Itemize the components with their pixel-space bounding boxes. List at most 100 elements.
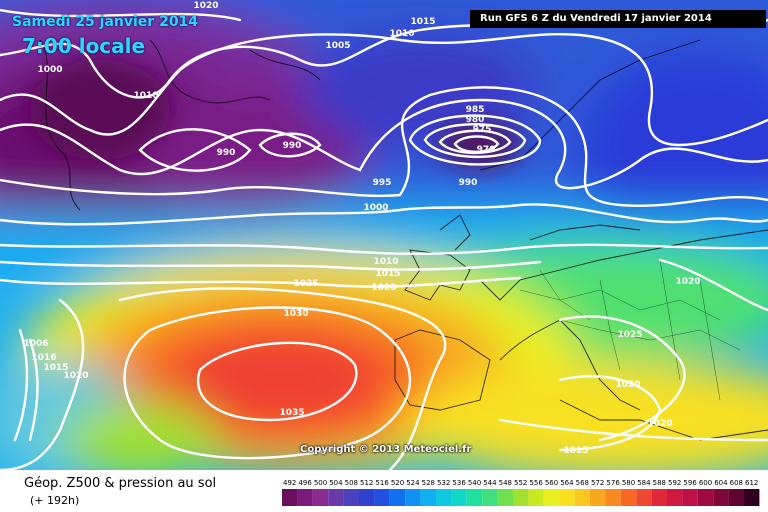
scale-tick-label: 592 xyxy=(668,479,681,487)
copyright-text: Copyright © 2013 Meteociel.fr xyxy=(300,444,472,455)
isobar-label: 1035 xyxy=(279,408,304,418)
scale-tick-label: 576 xyxy=(606,479,620,487)
scale-tick-label: 588 xyxy=(653,479,666,487)
scale-swatch xyxy=(528,489,544,506)
scale-swatch xyxy=(436,489,452,506)
scale-tick-label: 548 xyxy=(499,479,512,487)
isobar-label: 970 xyxy=(477,145,496,155)
scale-swatch xyxy=(420,489,436,506)
forecast-date: Samedi 25 janvier 2014 xyxy=(12,14,199,30)
scale-swatch xyxy=(482,489,498,506)
scale-tick-label: 512 xyxy=(360,479,373,487)
scale-swatch xyxy=(620,489,637,506)
scale-swatch xyxy=(574,489,590,506)
scale-tick-label: 608 xyxy=(730,479,743,487)
scale-swatch xyxy=(605,489,621,506)
weather-map-canvas: 1020 1015 1010 1005 1000 1010 990 990 98… xyxy=(0,0,768,470)
scale-swatch xyxy=(466,489,483,506)
scale-tick-label: 528 xyxy=(422,479,435,487)
isobar-label: 1010 xyxy=(133,91,158,101)
scale-swatch xyxy=(312,489,329,506)
isobar-label: 1006 xyxy=(23,339,48,349)
isobar-label: 995 xyxy=(373,178,392,188)
scale-tick-label: 508 xyxy=(345,479,358,487)
forecast-time: 7:00 locale xyxy=(22,34,146,58)
scale-swatch xyxy=(697,489,714,506)
scale-swatch xyxy=(451,489,467,506)
scale-tick-label: 612 xyxy=(745,479,758,487)
scale-swatch xyxy=(744,489,760,506)
scale-swatch xyxy=(682,489,698,506)
isobar-label: 1020 xyxy=(647,419,672,429)
scale-tick-label: 556 xyxy=(529,479,543,487)
scale-swatch xyxy=(513,489,529,506)
scale-swatch xyxy=(636,489,652,506)
isobar-label: 1016 xyxy=(31,353,56,363)
isobar-label: 1025 xyxy=(617,330,642,340)
scale-tick-label: 600 xyxy=(699,479,712,487)
isobar-label: 1020 xyxy=(675,277,700,287)
isobar-label: 980 xyxy=(466,115,485,125)
isobar-label: 1010 xyxy=(389,29,414,39)
isobar-label: 1030 xyxy=(283,309,308,319)
legend-subtitle: (+ 192h) xyxy=(30,494,80,507)
isobar-label: 1015 xyxy=(563,446,588,456)
scale-tick-label: 564 xyxy=(560,479,574,487)
scale-tick-label: 492 xyxy=(283,479,296,487)
scale-swatch xyxy=(374,489,390,506)
isobar-label: 990 xyxy=(217,148,236,158)
isobar-label: 1015 xyxy=(375,269,400,279)
isobar-label: 990 xyxy=(459,178,478,188)
scale-swatch xyxy=(713,489,729,506)
scale-tick-label: 544 xyxy=(483,479,497,487)
scale-tick-label: 596 xyxy=(683,479,697,487)
scale-tick-label: 496 xyxy=(298,479,312,487)
weather-map: 1020 1015 1010 1005 1000 1010 990 990 98… xyxy=(0,0,768,470)
scale-tick-label: 540 xyxy=(468,479,481,487)
run-info: Run GFS 6 Z du Vendredi 17 janvier 2014 xyxy=(470,10,766,28)
isobar-label: 1020 xyxy=(193,1,218,11)
scale-tick-label: 568 xyxy=(576,479,589,487)
isobar-label: 1015 xyxy=(410,17,435,27)
scale-tick-label: 552 xyxy=(514,479,527,487)
scale-tick-label: 584 xyxy=(637,479,651,487)
scale-swatch xyxy=(405,489,421,506)
isobar-label: 1020 xyxy=(615,380,640,390)
scale-swatch xyxy=(359,489,375,506)
scale-swatch xyxy=(590,489,606,506)
scale-tick-label: 560 xyxy=(545,479,558,487)
isobar-label: 1015 xyxy=(43,363,68,373)
scale-tick-label: 500 xyxy=(314,479,327,487)
scale-tick-label: 572 xyxy=(591,479,604,487)
scale-swatch xyxy=(282,489,298,506)
scale-tick-label: 524 xyxy=(406,479,420,487)
isobar-label: 1005 xyxy=(325,41,350,51)
scale-tick-label: 520 xyxy=(391,479,404,487)
scale-swatch xyxy=(389,489,406,506)
isobar-label: 1020 xyxy=(371,283,396,293)
scale-tick-label: 580 xyxy=(622,479,635,487)
scale-swatch xyxy=(651,489,667,506)
isobar-label: 1000 xyxy=(363,203,388,213)
isobar-label: 990 xyxy=(283,141,302,151)
scale-swatch xyxy=(297,489,313,506)
isobar-label: 975 xyxy=(473,125,492,135)
scale-swatch xyxy=(559,489,575,506)
scale-swatch xyxy=(343,489,359,506)
isobar-label: 1025 xyxy=(293,279,318,289)
isobar-label: 985 xyxy=(466,105,485,115)
scale-swatch xyxy=(543,489,560,506)
scale-tick-label: 504 xyxy=(329,479,343,487)
scale-tick-label: 536 xyxy=(452,479,466,487)
isobar-label: 1010 xyxy=(373,257,398,267)
scale-swatch xyxy=(497,489,513,506)
legend-title: Géop. Z500 & pression au sol xyxy=(24,476,217,491)
scale-swatch xyxy=(667,489,683,506)
scale-tick-label: 532 xyxy=(437,479,450,487)
isobar-label: 1020 xyxy=(63,371,88,381)
scale-swatch xyxy=(728,489,744,506)
scale-tick-label: 516 xyxy=(375,479,389,487)
color-scale: 492 496 500 504 508 512 516 520 524 528 532 536 540 5… xyxy=(282,479,760,506)
isobar-label: 1000 xyxy=(37,65,62,75)
scale-swatch xyxy=(328,489,344,506)
